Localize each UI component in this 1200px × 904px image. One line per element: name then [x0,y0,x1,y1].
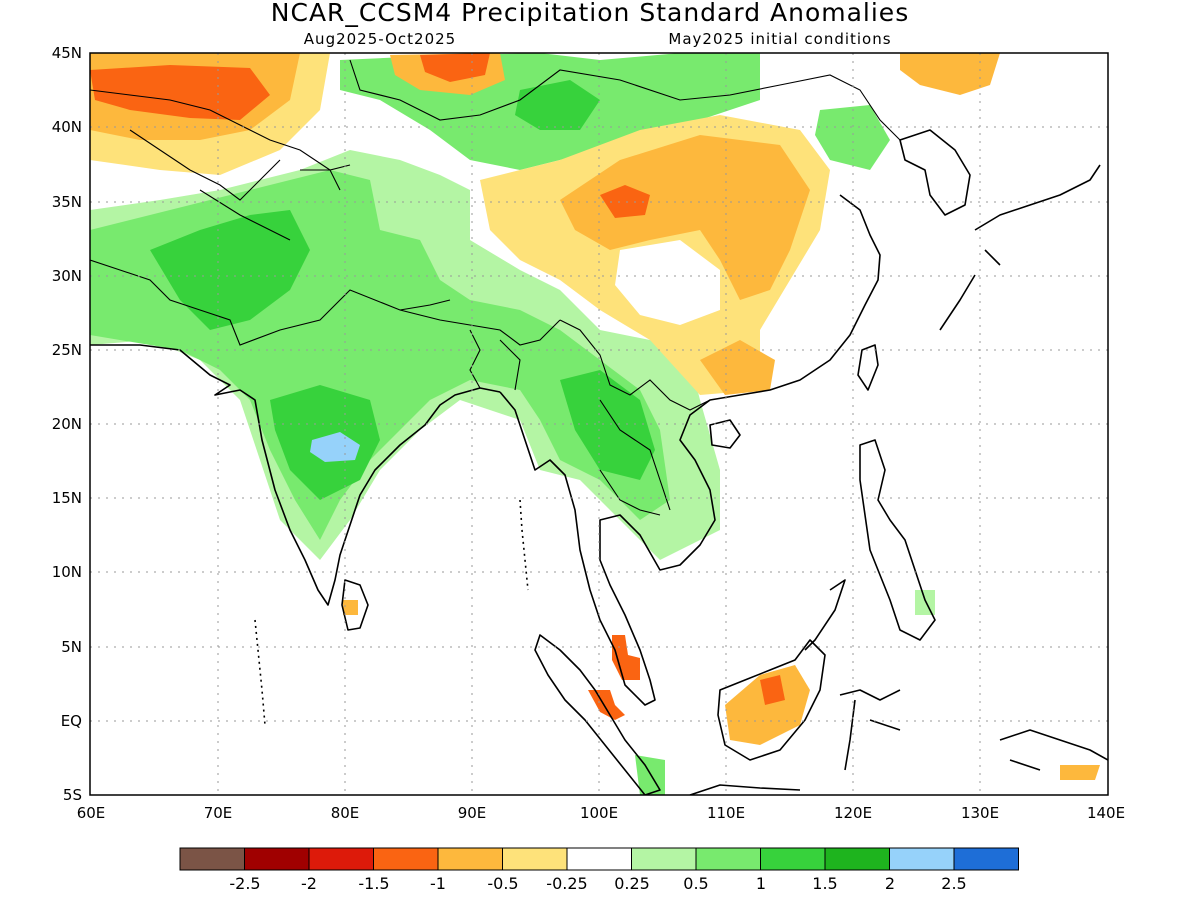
colorbar-label: 1 [756,874,766,893]
coastline-myanmar-malaya [499,194,881,706]
anomaly-region-light-blue [310,432,360,462]
coastline-new-guinea [999,729,1108,771]
colorbar-label: 1.5 [812,874,837,893]
colorbar-label: -2 [301,874,317,893]
lat-label: 45N [52,44,82,62]
coastline-philippines [859,439,936,641]
colorbar-swatch [244,847,310,871]
colorbar-swatch [179,847,245,871]
colorbar-swatch [631,847,697,871]
coastline-sri-lanka [341,579,369,631]
colorbar-swatch [437,847,503,871]
anomaly-region-red-orange-malaya [612,635,640,680]
colorbar-labels: -2.5 -2 -1.5 -1 -0.5 -0.25 0.25 0.5 1 1.… [229,874,966,893]
lon-label: 130E [961,804,999,822]
anomaly-region-dark-orange-north-tibet [420,53,490,82]
anomaly-region-orange-sri-lanka [343,600,358,615]
period-subtitle: Aug2025-Oct2025 [304,30,456,48]
lon-label: 70E [204,804,233,822]
colorbar-label: -2.5 [229,874,260,893]
coastline-sulawesi [839,689,901,771]
lon-label: 80E [331,804,360,822]
borders-mainland-sea [559,319,711,516]
colorbar-swatch [760,847,826,871]
lat-label: 15N [52,489,82,507]
colorbar-swatch [373,847,439,871]
colorbar-swatch [824,847,890,871]
anomaly-region-red-orange-sumatra [588,690,625,720]
colorbar-label: -0.25 [546,874,587,893]
anomaly-region-dark-green-indochina [560,370,655,480]
coastline-japan [939,164,1101,331]
colorbar-label: 2.5 [941,874,966,893]
colorbar-label: -0.5 [487,874,518,893]
anomaly-region-red-orange-china [600,185,650,218]
lon-label: 100E [580,804,618,822]
lon-label: 90E [458,804,487,822]
lat-label: 25N [52,341,82,359]
colorbar-swatch [308,847,374,871]
coastline-sumatra [534,634,661,795]
colorbar-swatch [502,847,568,871]
coastline-borneo [717,639,826,761]
anomaly-region-dark-green-north [515,80,600,130]
colorbar: -2.5 -2 -1.5 -1 -0.5 -0.25 0.25 0.5 1 1.… [179,847,1019,893]
anomaly-region-orange-new-guinea [1060,765,1100,780]
anomaly-region-dark-orange-kazakhstan [90,65,270,120]
colorbar-label: 0.25 [614,874,650,893]
colorbar-label: -1.5 [358,874,389,893]
borders-south-asia [90,259,561,391]
anomaly-region-orange-china [560,135,810,300]
anomaly-region-green-northeast [815,105,890,170]
colorbar-label: 2 [885,874,895,893]
latitude-axis: 45N 40N 35N 30N 25N 20N 15N 10N 5N EQ 5S [52,44,82,804]
lat-label: 35N [52,193,82,211]
anomaly-region-orange-south-china [700,340,775,395]
anomaly-region-white-china-gap [615,240,720,325]
lon-label: 110E [707,804,745,822]
coastline-hainan [709,419,741,449]
lon-label: 120E [834,804,872,822]
map-title: NCAR_CCSM4 Precipitation Standard Anomal… [271,0,909,27]
coastline-taiwan [857,344,879,391]
colorbar-boxes [179,847,1019,871]
coastline-java [689,784,801,795]
colorbar-swatch [889,847,955,871]
anomaly-region-orange-borneo [725,665,810,745]
colorbar-swatch [566,847,632,871]
lat-label: EQ [61,712,82,730]
map-frame [89,52,1109,796]
anomaly-region-dark-green-pakistan [150,210,310,330]
anomaly-region-red-orange-borneo [760,675,785,705]
lon-label: 140E [1087,804,1125,822]
lat-label: 10N [52,563,82,581]
gridlines [90,53,1108,795]
coastline-korea [899,129,971,216]
borders-central-asia [90,59,901,241]
coastline-india [90,344,501,606]
anomaly-region-green-philippines [915,590,935,615]
lat-label: 20N [52,415,82,433]
lon-label: 60E [77,804,106,822]
anomaly-region-orange-northeast [900,53,1000,95]
colorbar-swatch [953,847,1019,871]
lat-label: 5S [63,786,82,804]
colorbar-label: 0.5 [683,874,708,893]
lat-label: 5N [61,638,82,656]
lat-label: 30N [52,267,82,285]
colorbar-swatch [695,847,761,871]
longitude-axis: 60E 70E 80E 90E 100E 110E 120E 130E 140E [77,804,1125,822]
lat-label: 40N [52,118,82,136]
colorbar-label: -1 [430,874,446,893]
initial-conditions-subtitle: May2025 initial conditions [668,30,891,48]
coastline-palawan [804,579,846,651]
